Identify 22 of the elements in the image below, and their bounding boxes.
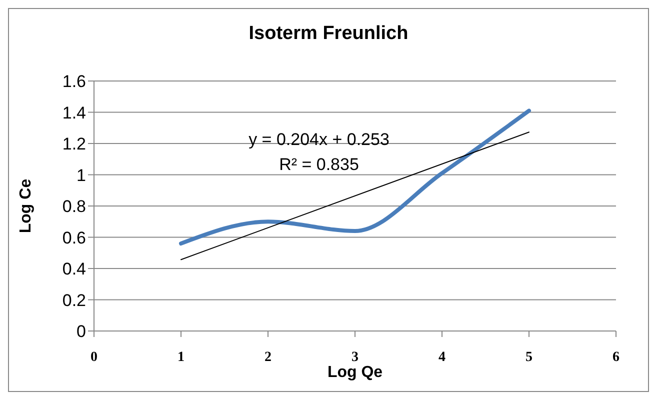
x-tick-label: 2 [264, 350, 272, 365]
y-tick-label: 0.4 [62, 260, 86, 279]
y-tick-label: 0.2 [62, 290, 86, 310]
y-tick-label: 0.6 [62, 228, 86, 248]
x-axis-title: Log Qe [327, 364, 383, 381]
y-tick-label: 0 [76, 322, 86, 342]
y-tick-label: 1.2 [62, 134, 86, 154]
x-tick-label: 5 [526, 350, 532, 365]
x-tick-label: 6 [612, 350, 620, 365]
y-tick-label: 0.8 [62, 197, 86, 216]
y-tick-label: 1 [76, 166, 86, 185]
x-tick-label: 1 [178, 350, 184, 365]
x-tick-label: 0 [90, 350, 98, 365]
y-tick-label: 1.6 [62, 72, 86, 92]
y-tick-label: 1.4 [62, 103, 86, 122]
x-tick-label: 4 [438, 350, 446, 365]
x-tick-label: 3 [352, 350, 358, 365]
line-series [179, 108, 531, 246]
annotation: y = 0.204x + 0.253 [248, 129, 390, 151]
annotation: R² = 0.835 [278, 154, 360, 176]
y-axis-title: Log Ce [18, 178, 35, 234]
chart-title: Isoterm Freunlich [248, 23, 410, 45]
